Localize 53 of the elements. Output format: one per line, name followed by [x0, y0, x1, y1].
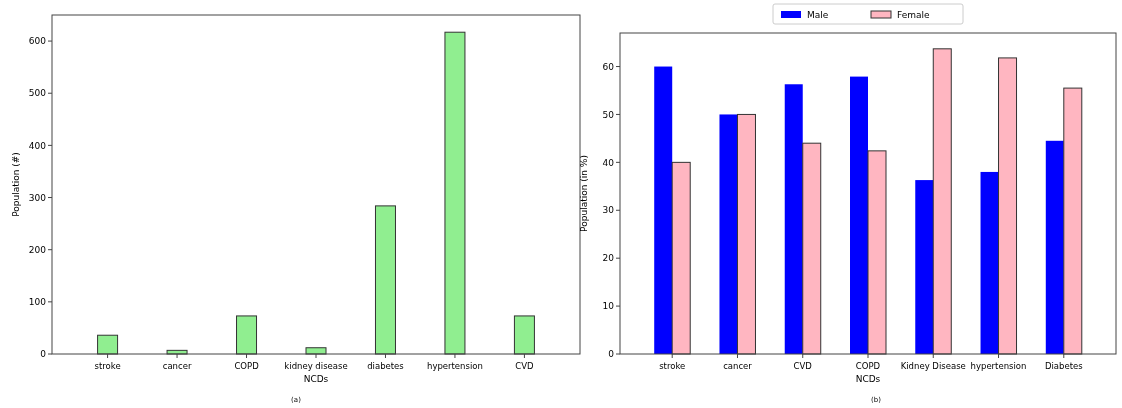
y-tick-label: 600 — [28, 36, 47, 47]
y-tick-label: 30 — [602, 205, 615, 216]
y-tick-label: 40 — [602, 157, 615, 168]
x-tick-label: Kidney Disease — [900, 361, 966, 371]
bar — [1045, 140, 1064, 354]
bar — [374, 205, 396, 355]
bar — [444, 31, 466, 355]
bar — [932, 48, 952, 355]
x-tick-label: cancer — [723, 361, 753, 371]
bar — [915, 180, 934, 354]
y-tick-label: 300 — [28, 192, 47, 203]
bar — [980, 171, 999, 354]
bar — [236, 315, 258, 355]
y-tick-label: 60 — [602, 61, 615, 72]
y-tick-label: 20 — [602, 253, 615, 264]
legend-label: Male — [807, 10, 829, 20]
y-tick-label: 400 — [28, 140, 47, 151]
bar — [867, 150, 887, 355]
y-tick-label: 0 — [40, 349, 47, 360]
legend-label: Female — [897, 10, 930, 20]
x-tick-label: cancer — [162, 361, 192, 371]
bar — [671, 161, 691, 355]
y-axis-title: Population (in %) — [579, 155, 589, 232]
y-tick-label: 0 — [608, 349, 615, 360]
y-axis-title: Population (#) — [11, 152, 21, 217]
bar — [1063, 87, 1083, 355]
x-tick-label: CVD — [793, 361, 813, 371]
bar — [97, 334, 119, 355]
x-tick-label: diabetes — [367, 361, 405, 371]
x-tick-label: stroke — [94, 361, 121, 371]
x-tick-label: kidney disease — [284, 361, 348, 371]
bar — [998, 57, 1018, 355]
y-tick-label: 10 — [602, 301, 615, 312]
y-tick-label: 200 — [28, 244, 47, 255]
x-tick-label: COPD — [234, 361, 260, 371]
x-axis-title: NCDs — [303, 374, 329, 384]
bar — [736, 113, 756, 355]
bar — [784, 84, 803, 354]
bar — [719, 114, 738, 354]
x-tick-label: hypertension — [970, 361, 1027, 371]
bar — [654, 66, 673, 354]
bar — [513, 315, 535, 355]
bar — [850, 76, 868, 354]
x-tick-label: COPD — [855, 361, 881, 371]
x-tick-label: hypertension — [427, 361, 483, 371]
x-tick-label: stroke — [659, 361, 686, 371]
x-tick-label: Diabetes — [1044, 361, 1084, 371]
y-tick-label: 100 — [28, 297, 47, 307]
x-tick-label: CVD — [515, 361, 535, 371]
y-tick-label: 500 — [28, 88, 47, 99]
x-axis-title: NCDs — [855, 374, 881, 384]
y-tick-label: 50 — [602, 109, 615, 120]
bar — [802, 142, 822, 355]
